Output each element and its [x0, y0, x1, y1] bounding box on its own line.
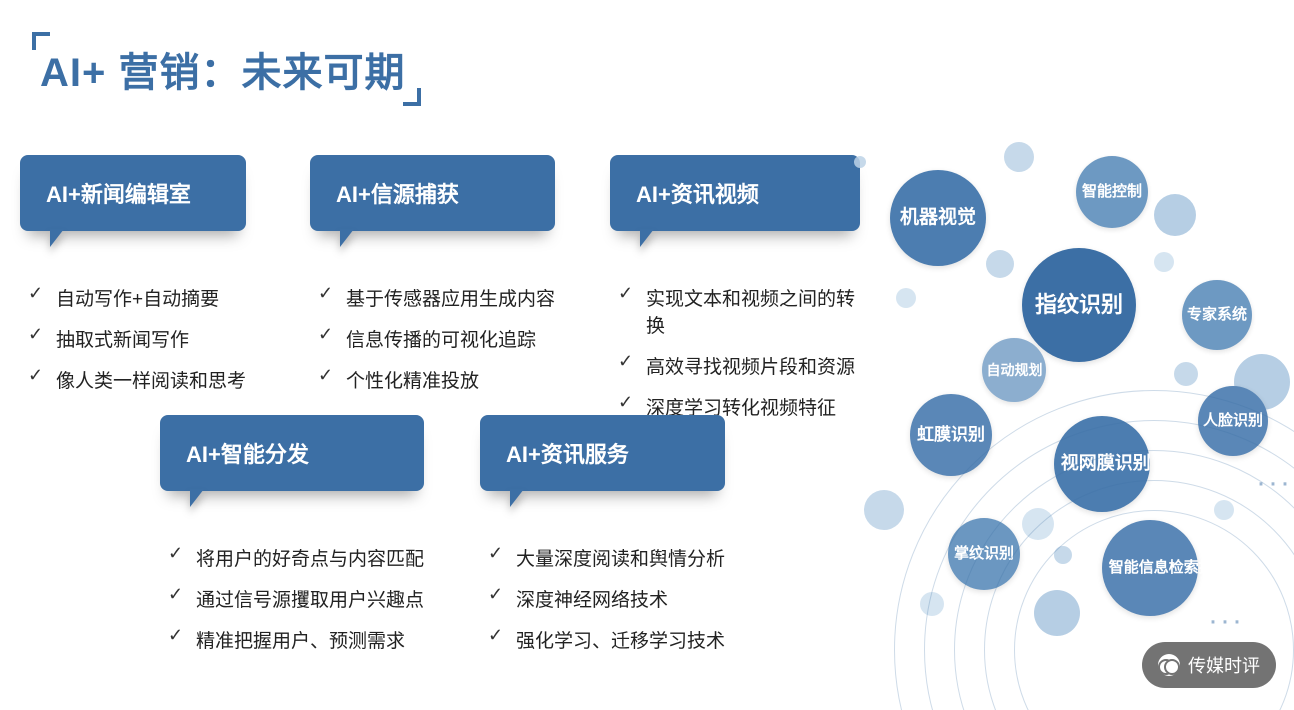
watermark-text: 传媒时评	[1188, 652, 1260, 678]
cloud-bubble: 指纹识别	[1022, 248, 1136, 362]
cloud-bubble: 专家系统	[1182, 280, 1252, 350]
cloud-dot	[920, 592, 944, 616]
cloud-bubble: 人脸识别	[1198, 386, 1268, 456]
ellipsis-dots: ···	[1256, 466, 1292, 500]
cloud-bubble: 机器视觉	[890, 170, 986, 266]
card-list-item: 高效寻找视频片段和资源	[618, 345, 860, 386]
cloud-bubble: 自动规划	[982, 338, 1046, 402]
title-corner-tl	[32, 32, 50, 50]
card-bubble: AI+资讯视频	[610, 155, 860, 231]
card-list-item: 深度神经网络技术	[488, 578, 725, 619]
card-4: AI+资讯服务大量深度阅读和舆情分析深度神经网络技术强化学习、迁移学习技术	[480, 415, 725, 660]
card-0: AI+新闻编辑室自动写作+自动摘要抽取式新闻写作像人类一样阅读和思考	[20, 155, 246, 400]
cloud-dot	[1022, 508, 1054, 540]
cloud-dot	[864, 490, 904, 530]
cloud-dot	[1004, 142, 1034, 172]
ellipsis-dots: ···	[1208, 604, 1244, 638]
card-list-item: 像人类一样阅读和思考	[28, 359, 246, 400]
watermark-badge: 传媒时评	[1142, 642, 1276, 688]
card-2: AI+资讯视频实现文本和视频之间的转换高效寻找视频片段和资源深度学习转化视频特征	[610, 155, 860, 427]
cloud-bubble: 智能信息检索技术	[1102, 520, 1198, 616]
card-list-item: 大量深度阅读和舆情分析	[488, 537, 725, 578]
slide-title-wrap: AI+ 营销：未来可期	[32, 32, 421, 106]
card-list: 将用户的好奇点与内容匹配通过信号源攫取用户兴趣点精准把握用户、预测需求	[168, 537, 424, 660]
cloud-bubble: 视网膜识别	[1054, 416, 1150, 512]
card-list-item: 自动写作+自动摘要	[28, 277, 246, 318]
card-bubble: AI+信源捕获	[310, 155, 555, 231]
page-title: AI+ 营销：未来可期	[40, 51, 405, 95]
cloud-bubble: 智能控制	[1076, 156, 1148, 228]
cloud-dot	[896, 288, 916, 308]
card-list-item: 抽取式新闻写作	[28, 318, 246, 359]
cloud-dot	[1174, 362, 1198, 386]
card-list-item: 信息传播的可视化追踪	[318, 318, 555, 359]
card-3: AI+智能分发将用户的好奇点与内容匹配通过信号源攫取用户兴趣点精准把握用户、预测…	[160, 415, 424, 660]
card-bubble: AI+智能分发	[160, 415, 424, 491]
cloud-dot	[1154, 194, 1196, 236]
cloud-bubble: 掌纹识别	[948, 518, 1020, 590]
cloud-dot	[854, 156, 866, 168]
cloud-dot	[1034, 590, 1080, 636]
card-list: 基于传感器应用生成内容信息传播的可视化追踪个性化精准投放	[318, 277, 555, 400]
cloud-bubble: 虹膜识别	[910, 394, 992, 476]
card-1: AI+信源捕获基于传感器应用生成内容信息传播的可视化追踪个性化精准投放	[310, 155, 555, 400]
card-bubble: AI+资讯服务	[480, 415, 725, 491]
card-list: 自动写作+自动摘要抽取式新闻写作像人类一样阅读和思考	[28, 277, 246, 400]
card-list-item: 将用户的好奇点与内容匹配	[168, 537, 424, 578]
wechat-icon	[1158, 654, 1180, 676]
card-list-item: 基于传感器应用生成内容	[318, 277, 555, 318]
card-list-item: 通过信号源攫取用户兴趣点	[168, 578, 424, 619]
card-list-item: 实现文本和视频之间的转换	[618, 277, 860, 345]
card-list-item: 个性化精准投放	[318, 359, 555, 400]
card-bubble: AI+新闻编辑室	[20, 155, 246, 231]
cloud-dot	[1214, 500, 1234, 520]
card-list-item: 精准把握用户、预测需求	[168, 619, 424, 660]
cloud-dot	[1054, 546, 1072, 564]
card-list-item: 强化学习、迁移学习技术	[488, 619, 725, 660]
card-list: 大量深度阅读和舆情分析深度神经网络技术强化学习、迁移学习技术	[488, 537, 725, 660]
title-corner-br	[403, 88, 421, 106]
bubble-cloud: ··· 机器视觉 智能控制指纹识别专家系统自动规划虹膜识别 人脸识别视网膜识别掌纹识…	[854, 140, 1294, 670]
card-list: 实现文本和视频之间的转换高效寻找视频片段和资源深度学习转化视频特征	[618, 277, 860, 427]
cloud-dot	[1154, 252, 1174, 272]
cloud-dot	[986, 250, 1014, 278]
